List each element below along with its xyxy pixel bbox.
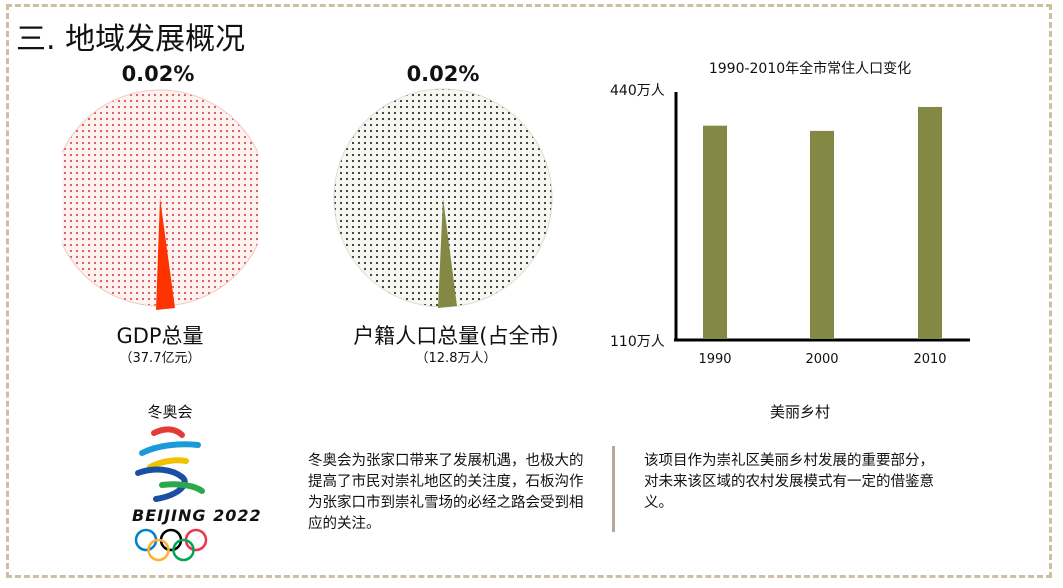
gdp-caption: GDP总量 [116,324,204,348]
page-frame [6,4,1052,578]
village-description: 该项目作为崇礼区美丽乡村发展的重要部分，对未来该区域的农村发展模式有一定的借鉴意… [644,453,934,511]
beijing-2022-logo-text: BEIJING 2022 [132,506,262,525]
section-separator [612,446,615,532]
gdp-pie-chart [62,89,258,310]
gdp-subcaption: （37.7亿元） [119,351,201,366]
population-caption: 户籍人口总量(占全市) [353,324,559,348]
population-pie-highlight-slice [438,198,457,308]
village-label: 美丽乡村 [769,403,830,421]
gdp-pie-highlight-slice [156,198,175,310]
population-pie-chart [333,88,553,308]
gdp-percentage: 0.02% [121,62,195,86]
x-tick-2000: 2000 [805,352,839,367]
x-tick-2010: 2010 [913,352,947,367]
population-percentage: 0.02% [406,62,480,86]
population-subcaption: （12.8万人） [415,351,497,366]
bar-1990 [703,125,727,339]
y-axis-top-label: 440万人 [610,83,665,99]
olympics-label: 冬奥会 [147,403,193,421]
olympic-rings-icon [134,528,208,562]
y-axis-bottom-label: 110万人 [610,334,665,350]
section-title: 三. 地域发展概况 [16,22,246,57]
bar-chart-title: 1990-2010年全市常住人口变化 [708,61,912,77]
olympics-description: 冬奥会为张家口带来了发展机遇，也极大的提高了市民对崇礼地区的关注度，石板沟作为张… [308,453,584,532]
population-bar-chart [674,92,970,342]
bar-2000 [810,130,834,339]
beijing-2022-emblem-icon [135,426,205,502]
bar-2010 [918,106,942,339]
x-tick-1990: 1990 [698,352,732,367]
